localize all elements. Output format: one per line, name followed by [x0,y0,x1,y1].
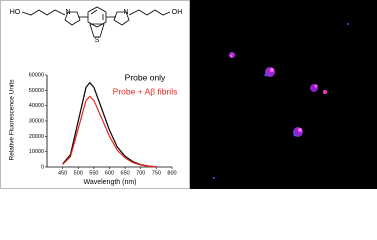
y-tick-label: 10000 [29,149,44,155]
x-tick-label: 750 [152,170,161,176]
x-tick-label: 650 [121,170,130,176]
y-tick-label: 60000 [29,72,44,78]
x-tick-label: 450 [58,170,67,176]
structure-label: OH [172,9,183,16]
x-tick-label: 700 [136,170,145,176]
x-tick-label: 500 [74,170,83,176]
x-axis-title: Wavelength (nm) [83,179,136,186]
left-panel [0,0,190,189]
x-tick-label: 550 [89,170,98,176]
structure-label: S [95,37,100,44]
x-tick-label: 800 [167,170,176,176]
structure-label: N [123,9,128,16]
figure: HO OH S N N Relative Fluorescence Units … [0,0,377,189]
y-tick-label: 30000 [29,118,44,124]
x-tick-label: 600 [105,170,114,176]
microscopy-image [190,0,377,189]
legend-label: Probe only [125,72,166,82]
y-axis-title: Relative Fluorescence Units [9,79,16,161]
series-line [62,95,157,168]
y-tick-label: 0 [41,164,44,170]
chemical-structure [21,6,171,38]
structure-label: N [65,9,70,16]
structure-label: HO [10,9,21,16]
y-tick-label: 50000 [29,88,44,94]
y-tick-label: 40000 [29,103,44,109]
legend-label: Probe + Aβ fibrils [113,86,178,96]
microscopy-spots [213,23,349,179]
y-tick-label: 20000 [29,134,44,140]
